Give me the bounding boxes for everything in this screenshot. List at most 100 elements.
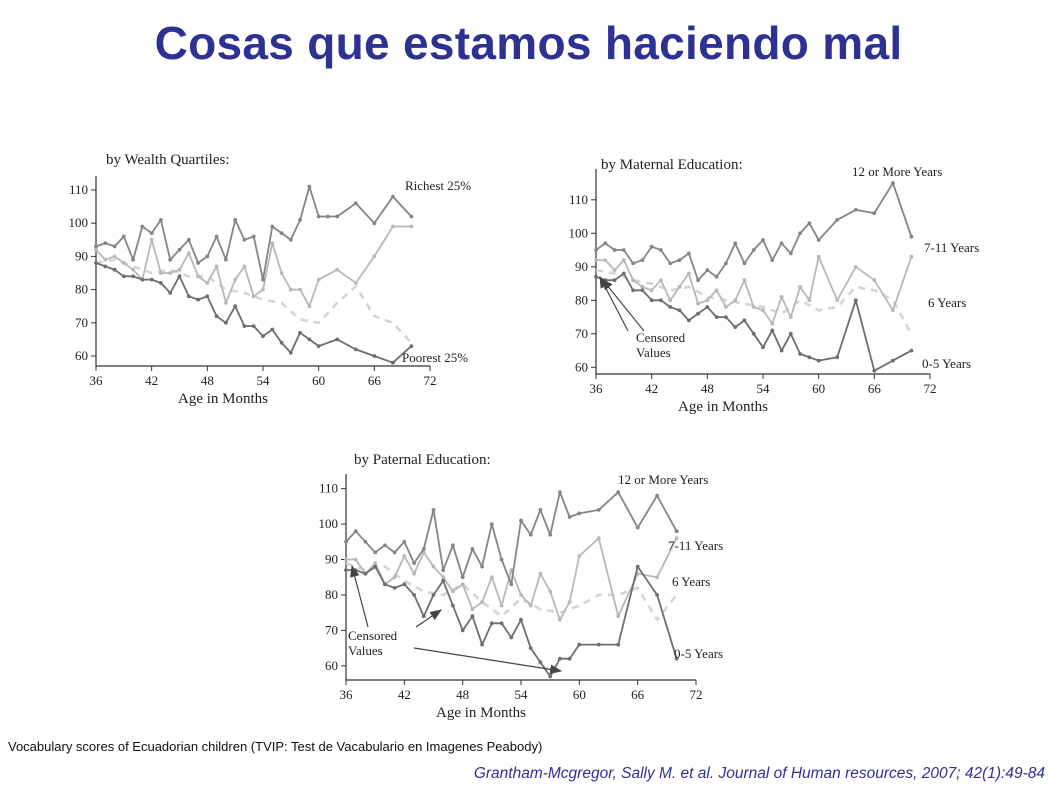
series-point-3: [677, 308, 682, 313]
series-point-3: [363, 571, 368, 576]
series-point-3: [635, 564, 640, 569]
chart-title: by Maternal Education:: [601, 157, 743, 173]
series-point-3: [177, 274, 182, 279]
series-point-3: [696, 311, 700, 316]
series-point-0: [326, 214, 330, 219]
series-point-3: [733, 325, 738, 329]
annotation-text: Censored: [348, 628, 398, 643]
series-point-3: [489, 621, 494, 626]
series-point-0: [714, 274, 719, 279]
series-point-3: [655, 593, 659, 597]
x-tick-label: 66: [868, 381, 882, 396]
series-point-3: [835, 355, 840, 360]
series-point-3: [307, 337, 312, 342]
series-point-3: [412, 593, 416, 597]
series-point-1: [261, 287, 265, 292]
series-point-1: [770, 321, 775, 326]
x-tick-label: 60: [573, 687, 586, 702]
series-point-3: [674, 656, 679, 661]
series-point-1: [270, 241, 275, 245]
series-point-3: [383, 582, 387, 587]
series-point-1: [548, 589, 553, 594]
series-point-0: [168, 257, 173, 262]
series-point-1: [353, 557, 358, 562]
series-point-3: [373, 564, 378, 569]
series-point-1: [149, 237, 154, 242]
y-tick-label: 100: [319, 516, 339, 531]
series-point-0: [696, 278, 700, 283]
annotation-text: Values: [636, 345, 671, 360]
series-point-1: [835, 298, 840, 303]
series-point-1: [431, 564, 436, 569]
series-point-0: [412, 561, 416, 565]
series-point-1: [344, 557, 348, 562]
series-point-3: [353, 568, 358, 572]
series-line-0: [345, 491, 678, 586]
series-point-3: [205, 294, 210, 299]
series-point-1: [196, 274, 201, 279]
series-point-3: [659, 298, 663, 303]
series-point-1: [499, 603, 504, 608]
series-point-0: [224, 257, 228, 262]
series-point-3: [460, 628, 465, 633]
series-point-1: [335, 267, 340, 272]
y-tick-label: 110: [69, 182, 88, 197]
series-point-1: [412, 571, 416, 576]
series-point-0: [196, 261, 201, 265]
series-point-1: [307, 304, 312, 309]
series-point-0: [392, 550, 397, 555]
y-tick-label: 90: [75, 248, 88, 263]
series-point-3: [186, 294, 191, 299]
series-point-1: [392, 575, 397, 580]
series-point-0: [499, 557, 504, 562]
series-point-1: [705, 298, 710, 303]
x-tick-label: 60: [812, 381, 825, 396]
annotation-text: Censored: [636, 330, 686, 345]
series-point-0: [372, 221, 377, 226]
series-point-0: [596, 508, 601, 512]
series-point-0: [835, 218, 840, 222]
series-point-0: [659, 248, 663, 252]
series-point-3: [742, 318, 747, 323]
series-point-3: [168, 291, 173, 295]
series-point-0: [761, 238, 765, 242]
series-point-1: [677, 285, 682, 289]
series-point-0: [353, 201, 358, 206]
series-point-1: [816, 254, 821, 259]
series-point-1: [696, 301, 700, 306]
series-point-3: [372, 354, 377, 358]
series-point-1: [205, 281, 210, 285]
series-point-1: [451, 589, 455, 594]
series-point-3: [798, 352, 802, 356]
x-tick-label: 60: [312, 373, 325, 388]
series-line-1: [596, 255, 913, 325]
series-point-1: [233, 277, 238, 282]
series-point-1: [94, 247, 98, 252]
series-line-2: [595, 268, 913, 335]
y-tick-label: 60: [575, 359, 588, 374]
series-point-3: [577, 642, 582, 647]
series-point-0: [779, 241, 784, 246]
series-point-1: [441, 575, 446, 580]
series-point-3: [779, 348, 784, 353]
series-point-3: [392, 586, 397, 590]
series-point-0: [742, 261, 747, 266]
series-point-0: [798, 231, 802, 236]
series-point-0: [705, 268, 710, 272]
series-point-1: [594, 258, 598, 262]
series-point-3: [131, 274, 135, 279]
series-point-3: [724, 315, 728, 319]
series-point-1: [460, 582, 465, 587]
y-tick-label: 110: [569, 192, 588, 207]
annotation-arrow: [413, 647, 563, 675]
series-point-1: [616, 614, 621, 619]
wealth-quartiles-svg: by Wealth Quartiles: 60 70 80 90 100 110 36 42 48…: [69, 152, 472, 407]
series-point-0: [402, 539, 407, 544]
series-label-1: 7-11 Years: [668, 538, 723, 553]
series-point-0: [677, 258, 682, 262]
series-point-1: [577, 554, 582, 558]
series-point-0: [288, 237, 293, 242]
series-label-0: Richest 25%: [405, 178, 471, 193]
series-point-0: [431, 508, 436, 512]
series-point-1: [509, 568, 514, 572]
